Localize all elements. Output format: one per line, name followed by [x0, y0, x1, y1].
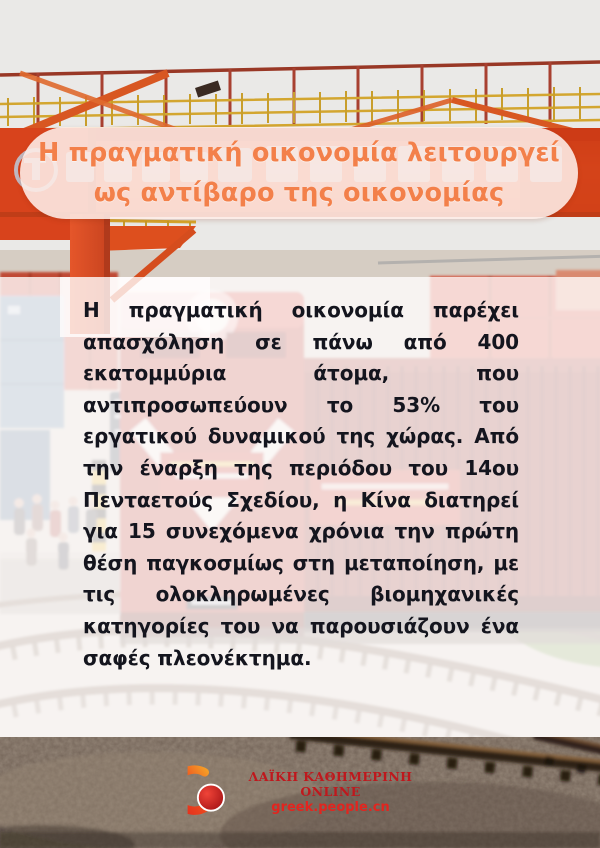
footer-org-online: ONLINE — [300, 783, 361, 799]
body-line: σαφές πλεονέκτημα. — [83, 645, 312, 670]
body-line: εργατικού δυναμικού της χώρας. Από — [83, 424, 519, 449]
body-line: τις ολοκληρωμένες βιομηχανικές — [83, 582, 519, 607]
footer-logo-text: ΛΑΪΚΗ ΚΑΘΗΜΕΡΙΝΗ ONLINE greek.people.cn — [249, 769, 413, 816]
body-line: για 15 συνεχόμενα χρόνια την πρώτη — [83, 519, 519, 544]
body-line: απασχόληση σε πάνω από 400 — [83, 329, 519, 354]
body-line: Η πραγματική οικονομία παρέχει — [83, 298, 519, 322]
ballast-and-rails-photo — [0, 737, 600, 848]
footer-site-url: greek.people.cn — [271, 799, 390, 815]
body-line: αντιπροσωπεύουν το 53% του — [83, 392, 519, 417]
people-daily-online-logo-icon — [187, 765, 225, 815]
title-line-1: Η πραγματική οικονομία λειτουργεί — [38, 138, 560, 168]
title-banner: Η πραγματική οικονομία λειτουργεί ως αντ… — [20, 127, 578, 219]
body-line: κατηγορίες του να παρουσιάζουν ένα — [83, 613, 519, 638]
footer-org-name: ΛΑΪΚΗ ΚΑΘΗΜΕΡΙΝΗ — [248, 768, 413, 784]
body-line: την έναρξη της περιόδου του 14ου — [83, 455, 519, 480]
body-paragraph: Η πραγματική οικονομία παρέχει απασχόλησ… — [83, 295, 519, 674]
body-line: εκατομμύρια άτομα, που — [83, 361, 519, 386]
footer-logo: ΛΑΪΚΗ ΚΑΘΗΜΕΡΙΝΗ ONLINE greek.people.cn — [187, 764, 413, 820]
title-line-2: ως αντίβαρο της οικονομίας — [93, 178, 505, 208]
body-line: Πενταετούς Σχεδίου, η Κίνα διατηρεί — [83, 487, 519, 512]
white-overlay — [0, 277, 600, 737]
body-line: θέση παγκοσμίως στη μεταποίηση, με — [83, 550, 519, 575]
